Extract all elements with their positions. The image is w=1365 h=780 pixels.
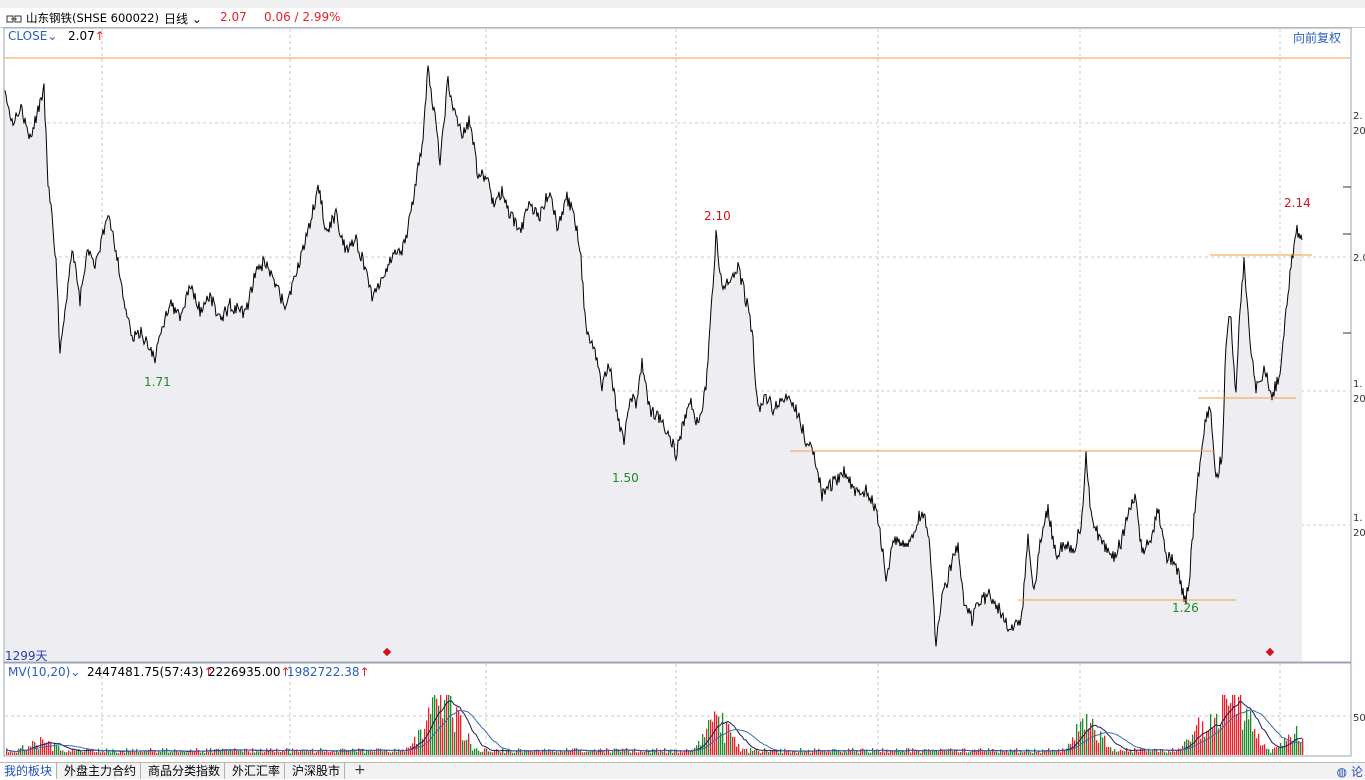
forum-link[interactable]: ◍ 论 [1337,763,1363,780]
up-arrow-icon: ↑ [94,29,105,43]
annotation-high-2: 2.14 [1284,196,1311,210]
link-icon[interactable] [6,13,22,23]
annotation-low-1: 1.71 [144,375,171,389]
volume-indicator-selector[interactable]: MV(10,20)⌄ [8,665,80,679]
close-price-line [4,65,1303,647]
bottom-tab-bar: 我的板块 外盘主力合约 商品分类指数 外汇汇率 沪深股市 + ◍ 论 [0,762,1365,779]
chevron-down-icon: ⌄ [47,29,58,43]
close-value-text: 2.07 [68,29,95,43]
chevron-down-icon: ⌄ [70,665,81,679]
volume-value-1: 2447481.75(57:43)↑ [87,665,214,679]
volume-value-2: 2226935.00↑ [208,665,291,679]
annotation-low-2: 1.50 [612,471,639,485]
tab-my-sectors[interactable]: 我的板块 [0,763,58,779]
volume-bars [6,695,1304,755]
axis-label: 20 [1353,126,1365,137]
right-axis-ticks [1343,186,1351,334]
last-price: 2.07 [220,10,247,24]
volume-indicator-name: MV(10,20) [8,665,71,679]
indicator-value: 2.07↑ [68,29,105,43]
axis-label: 2.0 [1353,253,1365,264]
restore-mode-button[interactable]: 向前复权 [1293,31,1342,45]
add-tab-button[interactable]: + [354,762,366,778]
mv-value-text: 2447481.75(57:43) [87,665,204,679]
axis-label: 2. [1353,111,1363,122]
up-arrow-icon: ↑ [280,665,291,679]
level-lines [5,57,1350,601]
days-count: 1299天 [5,649,48,663]
annotation-high-1: 2.10 [704,209,731,223]
up-arrow-icon: ↑ [359,665,370,679]
tab-commodity-index[interactable]: 商品分类指数 [144,763,226,779]
period-selector[interactable]: 日线 ⌄ [164,10,202,27]
indicator-name: CLOSE [8,29,48,43]
symbol-name: 山东钢铁(SHSE 600022) [26,11,160,25]
axis-label: 1. [1353,513,1363,524]
close-area-fill [5,65,1302,661]
period-label: 日线 [164,12,189,26]
event-marker[interactable] [1265,647,1275,657]
axis-label: 20 [1353,394,1365,405]
up-arrow-icon: ↑ [203,665,214,679]
globe-icon: ◍ [1336,765,1348,779]
volume-value-3: 1982722.38↑ [287,665,370,679]
tab-forex[interactable]: 外汇汇率 [228,763,286,779]
axis-label: 20 [1353,528,1365,539]
forum-label: 论 [1350,765,1363,779]
axis-label: 50 [1353,713,1365,724]
price-change: 0.06 / 2.99% [264,10,341,24]
tab-a-shares[interactable]: 沪深股市 [288,763,346,779]
annotation-low-3: 1.26 [1172,601,1199,615]
tab-foreign-futures[interactable]: 外盘主力合约 [60,763,142,779]
axis-label: 1. [1353,379,1363,390]
volume-ma20-line [5,709,1303,753]
indicator-selector[interactable]: CLOSE⌄ [8,29,57,43]
event-marker[interactable] [382,647,392,657]
mv-value-text: 2226935.00 [208,665,281,679]
chevron-down-icon: ⌄ [188,12,202,26]
mv-value-text: 1982722.38 [287,665,360,679]
